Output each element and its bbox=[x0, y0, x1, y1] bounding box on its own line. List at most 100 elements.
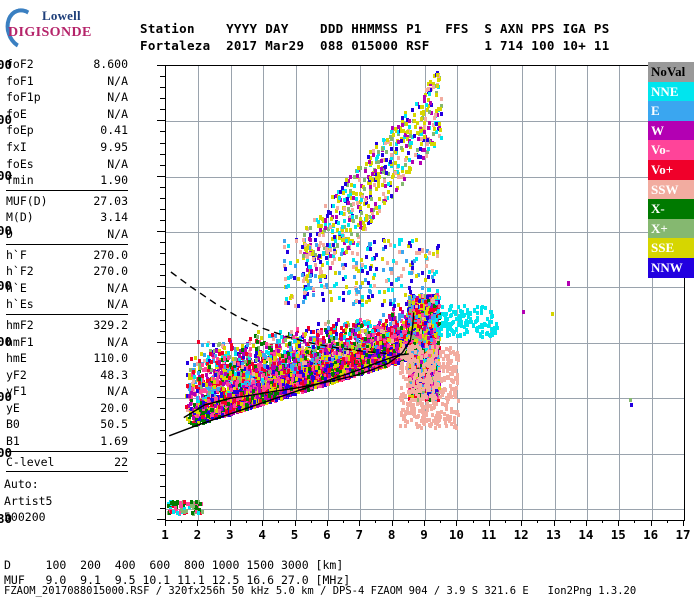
logo-lowell-text: Lowell bbox=[42, 8, 81, 23]
data-point bbox=[196, 400, 199, 404]
data-point bbox=[327, 320, 330, 324]
data-point bbox=[254, 334, 257, 338]
param-divider bbox=[6, 243, 128, 245]
data-point bbox=[335, 332, 338, 336]
auto-block: Auto: Artist5 500200 bbox=[4, 476, 130, 526]
data-point bbox=[247, 376, 250, 380]
param-divider bbox=[6, 313, 128, 315]
param-value: 329.2 bbox=[93, 317, 128, 332]
gridline-vertical bbox=[393, 66, 394, 520]
gridline-horizontal bbox=[166, 509, 684, 510]
data-point bbox=[400, 319, 403, 323]
param-row: foEs N/A bbox=[4, 156, 130, 173]
param-row: fxI 9.95 bbox=[4, 139, 130, 156]
gridline-vertical bbox=[457, 66, 458, 520]
data-point bbox=[358, 330, 361, 334]
gridline-vertical bbox=[425, 66, 426, 520]
station-header: Station YYYY DAY DDD HHMMSS P1 FFS S AXN… bbox=[140, 20, 610, 54]
param-row: foF1 N/A bbox=[4, 73, 130, 90]
data-point bbox=[324, 322, 327, 326]
gridline-vertical bbox=[490, 66, 491, 520]
param-key: h`F bbox=[6, 247, 27, 262]
plot-canvas bbox=[166, 66, 684, 520]
param-key: C-level bbox=[6, 454, 55, 469]
data-point bbox=[246, 356, 249, 360]
param-row: hmE 110.0 bbox=[4, 350, 130, 367]
param-value: N/A bbox=[107, 280, 128, 295]
param-key: M(D) bbox=[6, 210, 34, 225]
data-point bbox=[389, 322, 392, 326]
param-key: hmE bbox=[6, 351, 27, 366]
data-point bbox=[200, 352, 203, 356]
param-value: 9.95 bbox=[100, 139, 128, 154]
param-key: yE bbox=[6, 400, 20, 415]
parameter-table: foF2 8.600 foF1 N/A foF1p N/A foE N/A foEp 0.41 fx… bbox=[4, 56, 130, 526]
data-point bbox=[263, 375, 266, 379]
data-point bbox=[279, 330, 282, 334]
param-value: N/A bbox=[107, 73, 128, 88]
param-value: 48.3 bbox=[100, 367, 128, 382]
param-row: hmF2 329.2 bbox=[4, 317, 130, 334]
data-point bbox=[217, 369, 220, 373]
auto-code: 500200 bbox=[4, 510, 46, 525]
data-point bbox=[316, 337, 319, 341]
data-point bbox=[332, 336, 335, 340]
data-point bbox=[302, 364, 305, 368]
data-point bbox=[212, 359, 215, 363]
gridline-vertical bbox=[231, 66, 232, 520]
gridline-vertical bbox=[198, 66, 199, 520]
param-row: fmin 1.90 bbox=[4, 172, 130, 189]
data-point bbox=[398, 313, 401, 317]
data-point bbox=[218, 363, 221, 367]
param-value: 27.03 bbox=[93, 193, 128, 208]
data-point bbox=[230, 390, 233, 394]
param-row: foE N/A bbox=[4, 106, 130, 123]
data-point bbox=[361, 337, 364, 341]
param-key: B1 bbox=[6, 434, 20, 449]
param-key: hmF1 bbox=[6, 334, 34, 349]
data-point bbox=[214, 354, 217, 358]
data-point bbox=[186, 373, 189, 377]
gridline-horizontal bbox=[166, 287, 684, 288]
data-point bbox=[294, 362, 297, 366]
data-point bbox=[332, 340, 335, 344]
param-row: h`F2 270.0 bbox=[4, 263, 130, 280]
param-row: yF1 N/A bbox=[4, 383, 130, 400]
param-row: foF1p N/A bbox=[4, 89, 130, 106]
data-point bbox=[340, 340, 343, 344]
data-point bbox=[330, 327, 333, 331]
gridline-vertical bbox=[555, 66, 556, 520]
param-row: hmF1 N/A bbox=[4, 334, 130, 351]
ionogram-plot[interactable] bbox=[165, 65, 685, 521]
data-point bbox=[404, 325, 407, 329]
param-key: yF1 bbox=[6, 384, 27, 399]
data-point bbox=[274, 334, 277, 338]
data-point bbox=[327, 329, 330, 333]
auto-label: Auto: bbox=[4, 477, 39, 492]
param-row: D N/A bbox=[4, 226, 130, 243]
auto-program: Artist5 bbox=[4, 493, 53, 508]
data-point bbox=[347, 323, 350, 327]
param-value: 1.69 bbox=[100, 434, 128, 449]
param-value: 22 bbox=[114, 454, 128, 469]
param-value: 8.600 bbox=[93, 57, 128, 71]
data-point bbox=[248, 350, 251, 354]
gridline-vertical bbox=[296, 66, 297, 520]
param-row: h`Es N/A bbox=[4, 296, 130, 313]
param-row: C-level 22 bbox=[4, 454, 130, 471]
param-row: h`F 270.0 bbox=[4, 247, 130, 264]
param-divider bbox=[6, 450, 128, 452]
data-point bbox=[225, 351, 228, 355]
param-value: N/A bbox=[107, 106, 128, 121]
data-point bbox=[229, 365, 232, 369]
data-point bbox=[335, 322, 338, 326]
data-point bbox=[371, 340, 374, 344]
param-value: N/A bbox=[107, 334, 128, 349]
param-divider bbox=[6, 189, 128, 191]
param-value: N/A bbox=[107, 156, 128, 171]
gridline-horizontal bbox=[166, 177, 684, 178]
param-row: yF2 48.3 bbox=[4, 367, 130, 384]
param-key: foEp bbox=[6, 123, 34, 138]
gridline-vertical bbox=[522, 66, 523, 520]
logo-digisonde-text: DIGISONDE bbox=[8, 25, 92, 40]
